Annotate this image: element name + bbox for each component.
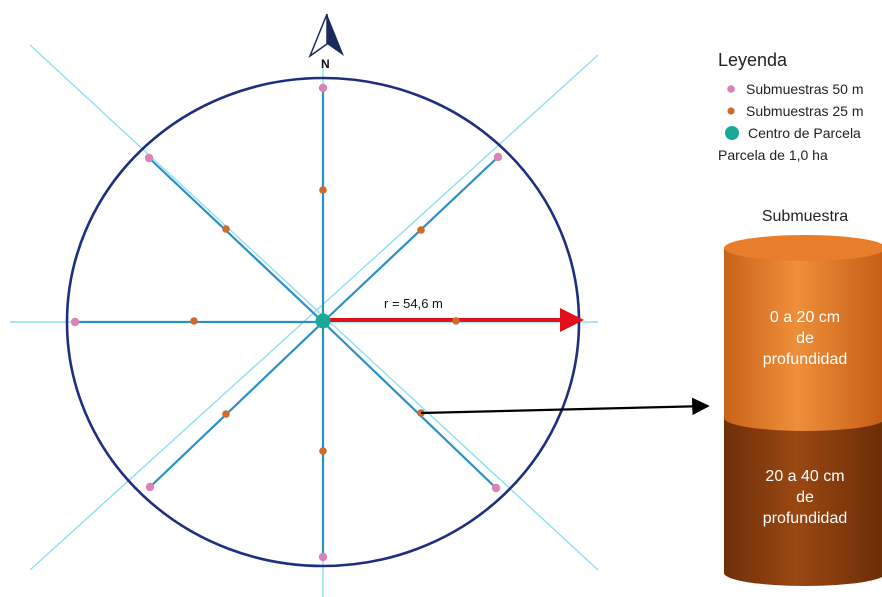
subsample-25m-point <box>417 226 425 234</box>
legend-note: Parcela de 1,0 ha <box>718 147 828 163</box>
transect-northeast <box>322 156 499 323</box>
subsample-25m-point <box>190 317 198 325</box>
subsample-50m-point <box>145 482 155 492</box>
subsample-50m-point <box>144 153 154 163</box>
transects <box>75 88 499 557</box>
north-arrow-icon <box>308 13 344 59</box>
subsample-50m-point <box>318 83 328 93</box>
subsample-25m-point <box>452 317 460 325</box>
core-bottom-layer <box>724 418 882 586</box>
subsamples-25m <box>190 186 460 455</box>
subsample-25m-point <box>222 225 230 233</box>
subsample-50m-point <box>493 152 503 162</box>
core-bottom-label: profundidad <box>763 510 848 527</box>
transect-southwest <box>149 321 324 488</box>
subsample-25m-point <box>319 186 327 194</box>
subsamples-50m <box>70 83 503 562</box>
core-top-label: 0 a 20 cm <box>770 309 840 326</box>
core-bottom-label: de <box>796 489 814 506</box>
connector-arrow <box>420 397 710 416</box>
transect-northwest <box>147 156 324 323</box>
subsample-50m-point <box>70 317 80 327</box>
subsample-50m-point <box>491 483 501 493</box>
guide-diagonal-nw-se <box>29 44 599 571</box>
legend-item-label: Submuestras 25 m <box>746 103 864 119</box>
plot-center-point <box>315 313 331 329</box>
legend-title: Leyenda <box>718 50 788 70</box>
transect-southeast <box>322 321 497 489</box>
legend-item-label: Centro de Parcela <box>748 125 861 141</box>
core-title: Submuestra <box>762 208 848 225</box>
radius-label: r = 54,6 m <box>384 296 443 311</box>
north-label: N <box>321 57 330 71</box>
legend-item-label: Submuestras 50 m <box>746 81 864 97</box>
core-bottom-label: 20 a 40 cm <box>765 468 844 485</box>
teal-dot-icon <box>725 126 739 140</box>
pink-dot-icon <box>727 85 735 93</box>
soil-core: Submuestra 0 a 20 cm de profundidad 20 a… <box>724 208 882 586</box>
orange-dot-icon <box>727 107 735 115</box>
legend: Leyenda Submuestras 50 m Submuestras 25 … <box>718 50 864 163</box>
core-top-label: profundidad <box>763 351 848 368</box>
core-top-layer <box>724 248 882 431</box>
subsample-50m-point <box>318 552 328 562</box>
core-top-label: de <box>796 330 814 347</box>
core-top-cap <box>724 235 882 261</box>
subsample-25m-point <box>319 447 327 455</box>
radius-arrow-head <box>560 308 584 332</box>
subsample-25m-point <box>222 410 230 418</box>
